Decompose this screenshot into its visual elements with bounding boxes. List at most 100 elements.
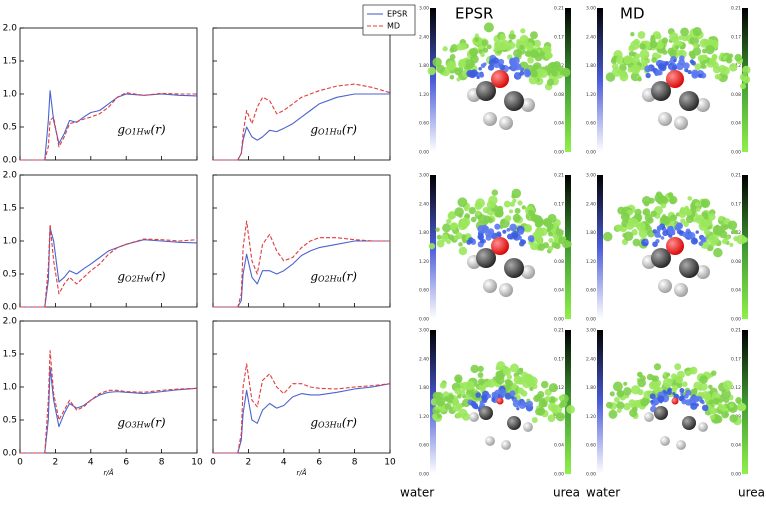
colorbar-tick: 3.00 [419, 173, 429, 179]
y-tick-label: 1.5 [3, 204, 17, 214]
colorbar-tick: 0.00 [586, 150, 596, 156]
urea-isosurface [708, 399, 714, 405]
urea-isosurface [436, 413, 442, 419]
urea-isosurface [615, 55, 625, 65]
urea-isosurface [500, 219, 506, 224]
colorbar [597, 175, 603, 319]
water-isosurface [680, 395, 685, 400]
urea-isosurface [533, 395, 541, 403]
urea-isosurface [548, 231, 554, 237]
series-line [20, 92, 197, 161]
colorbar-tick: 2.40 [419, 356, 429, 362]
urea-isosurface [669, 195, 678, 205]
urea-isosurface [531, 417, 538, 423]
atom [499, 116, 513, 130]
urea-isosurface [703, 56, 708, 61]
x-tick-label: 6 [316, 458, 322, 468]
urea-isosurface [627, 67, 634, 73]
urea-isosurface [725, 56, 733, 64]
urea-isosurface [510, 363, 519, 373]
urea-isosurface [524, 50, 532, 57]
x-tick-label: 2 [53, 458, 59, 468]
urea-isosurface [608, 409, 618, 419]
x-tick-label: 4 [281, 458, 287, 468]
water-isosurface [499, 64, 506, 71]
annotation-part: (r) [342, 122, 357, 136]
y-tick-label: 1.0 [3, 90, 18, 100]
urea-isosurface [710, 370, 717, 376]
urea-isosurface [439, 382, 447, 389]
urea-isosurface [442, 46, 448, 52]
urea-isosurface [631, 229, 638, 236]
colorbar-tick: 0.12 [731, 385, 741, 391]
urea-isosurface [700, 198, 711, 209]
urea-isosurface [432, 57, 442, 67]
urea-isosurface [687, 196, 693, 201]
urea-isosurface [451, 224, 457, 231]
atom [501, 440, 511, 450]
urea-isosurface [446, 60, 457, 71]
urea-isosurface [694, 202, 700, 207]
atom [660, 436, 670, 446]
x-tick-label: 6 [123, 458, 129, 468]
colorbar-tick: 1.80 [586, 63, 596, 69]
urea-isosurface [712, 397, 720, 405]
urea-isosurface [546, 78, 554, 86]
urea-isosurface [640, 398, 649, 407]
urea-isosurface [612, 381, 623, 392]
water-isosurface [685, 399, 692, 406]
urea-isosurface [520, 28, 526, 34]
water-isosurface [673, 59, 677, 63]
urea-isosurface [633, 38, 640, 46]
urea-isosurface [688, 50, 695, 57]
atom [658, 112, 672, 126]
atom [491, 237, 509, 255]
urea-isosurface [512, 198, 517, 203]
urea-isosurface [482, 47, 489, 53]
series-line [213, 83, 391, 161]
urea-isosurface [718, 215, 724, 222]
urea-isosurface [714, 74, 721, 80]
urea-isosurface [705, 44, 715, 55]
y-tick-label: 0.0 [3, 156, 18, 166]
urea-isosurface [623, 55, 633, 65]
water-isosurface [688, 231, 696, 240]
annotation-part: g [310, 269, 318, 283]
water-isosurface [517, 235, 522, 240]
urea-isosurface [548, 245, 554, 251]
urea-isosurface [621, 70, 627, 76]
colorbar-tick: 0.00 [731, 317, 741, 323]
colorbar-tick: 0.60 [419, 288, 429, 294]
atom [479, 406, 493, 420]
colorbar-tick: 0.04 [731, 443, 741, 449]
colorbar-tick: 0.17 [554, 34, 564, 40]
colorbar-tick: 0.00 [419, 472, 429, 478]
colorbar [430, 8, 436, 152]
x-tick-label: 4 [88, 458, 94, 468]
urea-isosurface [637, 378, 646, 388]
urea-isosurface [558, 402, 565, 409]
annotation: gO1Hw(r) [117, 122, 166, 137]
y-tick-label: 1.0 [3, 383, 18, 393]
colorbar-tick: 0.60 [419, 121, 429, 127]
urea-isosurface [449, 47, 455, 53]
urea-isosurface [446, 218, 452, 225]
urea-isosurface [610, 58, 617, 65]
colorbar-tick: 0.12 [554, 385, 564, 391]
urea-isosurface [703, 392, 712, 401]
water-isosurface [476, 75, 480, 80]
urea-isosurface [742, 236, 748, 243]
urea-isosurface [511, 194, 516, 199]
water-isosurface [482, 224, 488, 231]
urea-isosurface [519, 44, 525, 50]
y-tick-label: 1.5 [3, 350, 17, 360]
atom [696, 265, 710, 279]
annotation-part: (r) [151, 415, 166, 429]
urea-isosurface [530, 31, 538, 40]
urea-isosurface [470, 216, 477, 223]
water-isosurface [667, 387, 672, 392]
water-isosurface [680, 392, 684, 396]
water-isosurface [487, 228, 495, 235]
colorbar-tick: 1.20 [586, 259, 596, 265]
